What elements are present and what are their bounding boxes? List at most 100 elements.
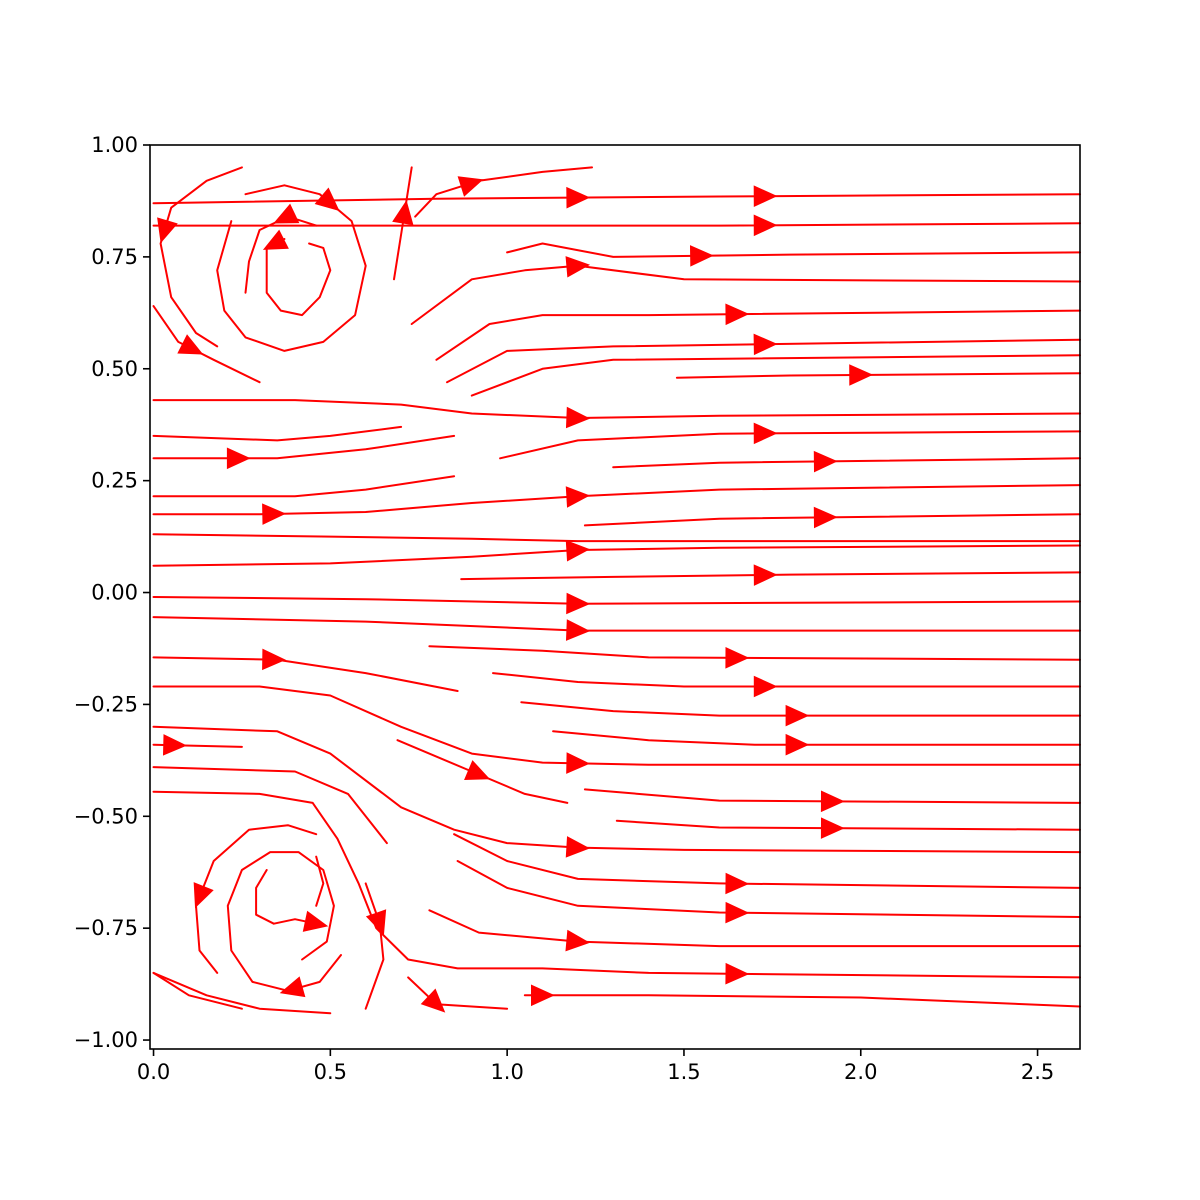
- streamline-arrow-27-0: [785, 733, 810, 756]
- y-tick-label: 0.75: [91, 245, 138, 269]
- x-tick-label: 0.0: [137, 1060, 170, 1084]
- streamline-arrow-25-0: [753, 675, 778, 698]
- streamline-arrow-22-0: [262, 648, 287, 671]
- streamline-arrow-35-0: [725, 872, 750, 895]
- streamline-9: [152, 399, 1081, 419]
- streamline-6: [446, 338, 1081, 384]
- streamline-33: [583, 788, 1081, 804]
- streamline-13: [612, 457, 1081, 469]
- streamline-41: [523, 994, 1081, 1008]
- y-tick-label: −0.25: [74, 692, 138, 716]
- streamline-arrow-23-0: [725, 647, 750, 669]
- streamline-arrow-12-0: [226, 447, 251, 470]
- streamline-arrow-50-0: [302, 910, 329, 932]
- y-tick-label: 0.50: [91, 357, 138, 381]
- streamline-1: [152, 222, 1081, 227]
- streamline-40: [152, 971, 243, 1010]
- streamline-arrow-34-0: [820, 817, 845, 839]
- y-tick-label: 0.25: [91, 469, 138, 493]
- streamline-arrow-4-0: [565, 256, 591, 278]
- streamline-arrow-43-0: [157, 217, 178, 244]
- streamline-34: [615, 819, 1081, 831]
- streamline-47: [393, 166, 413, 281]
- streamline-arrow-33-0: [820, 790, 845, 813]
- streamline-39: [152, 971, 332, 1015]
- streamline-22: [152, 656, 459, 692]
- streamline-arrow-11-0: [753, 422, 778, 445]
- streamline-arrow-44-0: [314, 187, 340, 212]
- streamline-arrow-0-1: [753, 185, 778, 207]
- streamline-48: [195, 824, 318, 974]
- streamline-arrow-45-0: [273, 203, 300, 224]
- y-tick-label: −0.75: [74, 916, 138, 940]
- streamline-arrow-16-0: [813, 506, 838, 529]
- streamline-44: [216, 184, 367, 352]
- streamline-arrow-2-0: [689, 245, 714, 267]
- streamline-arrow-29-0: [162, 734, 187, 756]
- streamline-arrow-13-0: [813, 450, 838, 473]
- streamline-20: [152, 596, 1081, 605]
- x-tick-label: 2.5: [1021, 1060, 1054, 1084]
- streamline-18: [152, 544, 1081, 567]
- streamline-arrow-0-0: [566, 186, 591, 209]
- streamline-11: [499, 430, 1081, 460]
- streamline-21: [152, 616, 1081, 632]
- streamline-arrow-24-0: [566, 752, 591, 774]
- streamline-15: [152, 484, 1081, 516]
- streamline-36: [456, 860, 1081, 918]
- streamline-arrow-9-0: [565, 406, 591, 429]
- streamline-arrow-8-0: [849, 364, 874, 386]
- x-tick-label: 0.5: [314, 1060, 347, 1084]
- streamline-25: [492, 672, 1081, 688]
- streamline-arrow-46-0: [262, 229, 289, 250]
- streamline-10: [152, 425, 403, 442]
- streamline-arrow-42-0: [177, 334, 204, 355]
- streamline-arrow-30-0: [464, 760, 491, 781]
- streamline-14: [152, 475, 456, 498]
- streamline-arrow-18-0: [565, 539, 591, 562]
- streamline-arrow-38-0: [420, 988, 446, 1013]
- y-tick-label: 0.00: [91, 581, 138, 605]
- streamline-17: [152, 533, 1081, 543]
- streamlines-layer: [152, 166, 1081, 1015]
- streamline-26: [520, 701, 1081, 717]
- streamline-arrow-5-0: [725, 303, 750, 326]
- streamline-arrow-36-0: [725, 901, 750, 924]
- streamline-arrow-28-0: [565, 836, 591, 858]
- streamline-arrow-1-0: [753, 214, 778, 237]
- streamline-46: [265, 238, 332, 317]
- streamline-arrow-47-0: [392, 200, 414, 226]
- streamline-23: [428, 645, 1081, 661]
- streamline-31: [152, 766, 388, 845]
- streamline-35: [453, 833, 1081, 889]
- streamline-arrow-19-0: [753, 564, 778, 586]
- streamline-arrow-41-0: [531, 984, 555, 1007]
- streamline-12: [152, 434, 456, 460]
- streamline-30: [396, 739, 569, 804]
- streamline-arrow-37-0: [565, 929, 590, 952]
- x-axis: 0.0 0.5 1.0 1.5 2.0 2.5: [137, 1049, 1054, 1084]
- streamline-8: [675, 372, 1081, 379]
- y-tick-label: 1.00: [91, 133, 138, 157]
- streamline-arrow-15-1: [565, 486, 591, 508]
- streamline-32: [152, 790, 1081, 979]
- streamline-43: [159, 166, 243, 348]
- streamline-7: [470, 354, 1081, 397]
- streamline-2: [506, 242, 1081, 258]
- y-tick-label: −1.00: [74, 1028, 138, 1052]
- streamline-28: [152, 725, 1081, 854]
- streamline-51: [315, 855, 325, 907]
- plot-frame: [149, 144, 1081, 1050]
- streamline-arrow-21-0: [565, 619, 591, 641]
- streamline-arrow-15-0: [262, 503, 287, 525]
- streamline-arrow-26-0: [785, 704, 810, 727]
- streamline-arrow-3-0: [457, 176, 484, 197]
- streamline-16: [583, 513, 1081, 527]
- streamline-24: [152, 685, 1081, 766]
- streamline-arrow-20-0: [566, 592, 591, 615]
- streamline-27: [552, 730, 1081, 746]
- streamline-4: [410, 264, 1081, 325]
- streamline-5: [435, 309, 1081, 361]
